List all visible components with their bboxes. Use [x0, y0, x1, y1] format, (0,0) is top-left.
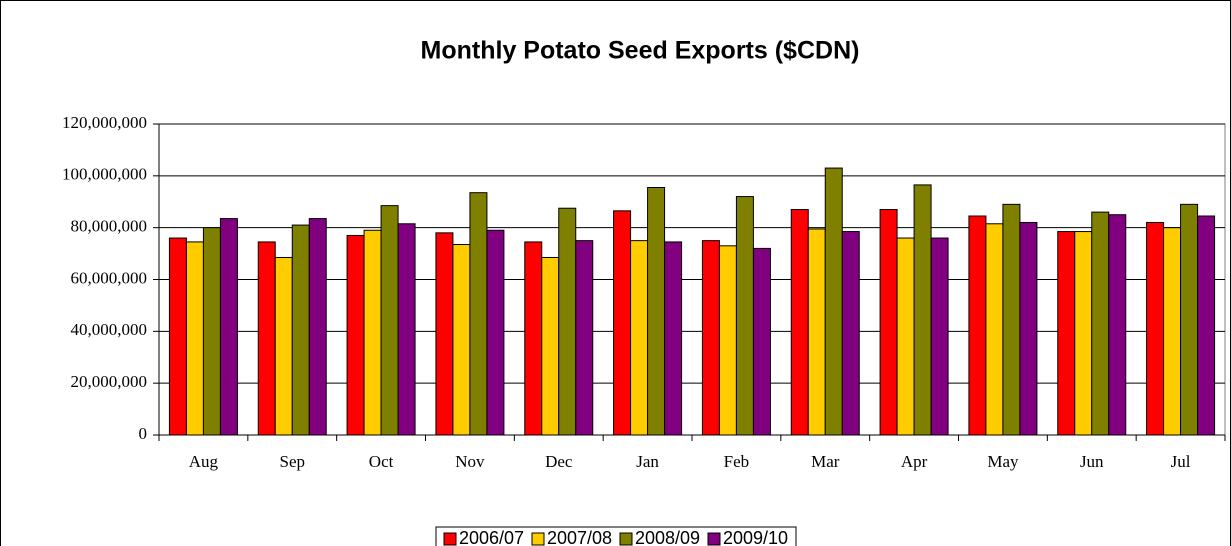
bar [1197, 215, 1216, 436]
bar [346, 234, 365, 436]
legend-label: 2009/10 [723, 528, 788, 546]
bar [397, 223, 416, 436]
bar [380, 205, 399, 436]
bar [968, 215, 987, 436]
bar [558, 207, 577, 436]
y-tick-label: 40,000,000 [71, 320, 148, 339]
bar [541, 256, 560, 436]
bar [1180, 203, 1199, 436]
bar [1002, 203, 1021, 436]
x-tick-label: Mar [811, 452, 840, 471]
bar [807, 228, 826, 436]
bar [1146, 221, 1165, 436]
bar [841, 231, 860, 436]
bar [469, 192, 488, 436]
y-tick-label: 120,000,000 [62, 113, 147, 132]
bar [274, 256, 293, 436]
bar [308, 218, 327, 436]
x-tick-label: Apr [901, 452, 928, 471]
x-tick-label: Nov [455, 452, 485, 471]
x-tick-label: Jul [1171, 452, 1191, 471]
bar [718, 245, 737, 436]
bar [435, 232, 454, 436]
y-tick-label: 60,000,000 [71, 268, 148, 287]
y-tick-label: 0 [139, 424, 148, 443]
bar [752, 247, 771, 436]
bar [630, 240, 649, 436]
bar [790, 209, 809, 436]
bar [202, 227, 221, 436]
bar [1019, 221, 1038, 436]
bar [701, 240, 720, 436]
bar [257, 241, 276, 436]
x-tick-label: Dec [545, 452, 573, 471]
x-tick-label: Oct [369, 452, 394, 471]
x-tick-label: May [987, 452, 1019, 471]
legend-swatch [443, 532, 457, 546]
legend-swatch [619, 532, 633, 546]
bar [985, 223, 1004, 436]
bar [185, 241, 204, 436]
bar [1108, 214, 1127, 436]
legend-label: 2007/08 [547, 528, 612, 546]
bar [291, 224, 310, 436]
x-tick-label: Jan [636, 452, 659, 471]
bar [1163, 227, 1182, 436]
bar [735, 196, 754, 436]
legend-box [435, 526, 797, 546]
chart-title: Monthly Potato Seed Exports ($CDN) [421, 37, 860, 65]
y-tick-label: 80,000,000 [71, 217, 148, 236]
bar [930, 237, 949, 436]
bar [219, 218, 238, 436]
bar [363, 229, 382, 436]
x-tick-label: Aug [189, 452, 219, 471]
legend-label: 2006/07 [459, 528, 524, 546]
bar [913, 184, 932, 436]
x-tick-label: Feb [724, 452, 750, 471]
bar [1074, 231, 1093, 436]
legend-swatch [531, 532, 545, 546]
bar [486, 229, 505, 436]
x-tick-label: Sep [280, 452, 306, 471]
bar [575, 240, 594, 436]
x-tick-label: Jun [1080, 452, 1104, 471]
bar [452, 244, 471, 436]
bar [1057, 231, 1076, 436]
bar [613, 210, 632, 436]
y-tick-label: 100,000,000 [62, 165, 147, 184]
legend-swatch [707, 532, 721, 546]
legend-label: 2008/09 [635, 528, 700, 546]
bar [647, 186, 666, 436]
y-tick-label: 20,000,000 [71, 372, 148, 391]
bar [1091, 211, 1110, 436]
bar [664, 241, 683, 436]
bar [879, 209, 898, 436]
bar [168, 237, 187, 436]
bar [524, 241, 543, 436]
bar [824, 167, 843, 436]
bar [896, 237, 915, 436]
